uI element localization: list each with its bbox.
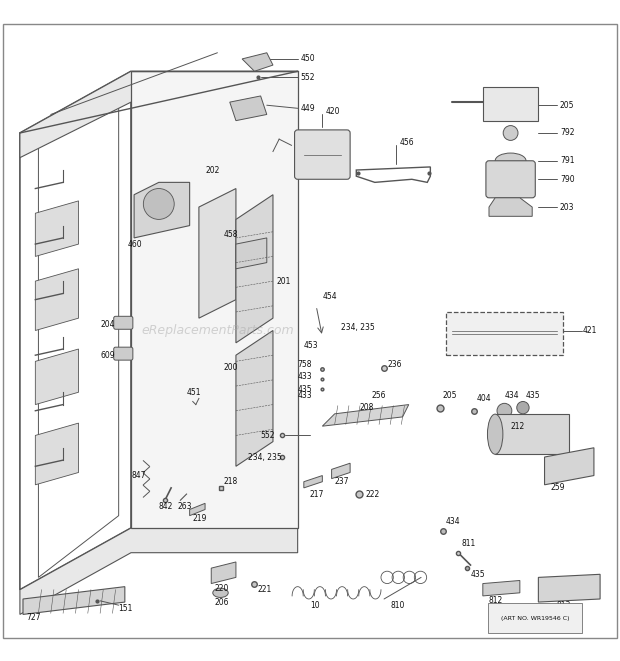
Text: 404: 404 <box>477 394 491 403</box>
Text: eReplacementParts.com: eReplacementParts.com <box>141 324 294 337</box>
Polygon shape <box>190 503 205 516</box>
Polygon shape <box>131 71 298 528</box>
Polygon shape <box>134 182 190 238</box>
Text: 218: 218 <box>224 477 238 486</box>
Text: 811: 811 <box>461 539 476 548</box>
Circle shape <box>143 188 174 219</box>
Text: 206: 206 <box>215 598 229 607</box>
Text: 200: 200 <box>224 363 238 372</box>
Text: 237: 237 <box>335 477 349 486</box>
FancyBboxPatch shape <box>486 161 535 198</box>
Text: (ART NO. WR19546 C): (ART NO. WR19546 C) <box>501 615 569 621</box>
Polygon shape <box>236 238 267 269</box>
Text: 256: 256 <box>372 391 386 400</box>
Polygon shape <box>20 528 298 615</box>
Text: 453: 453 <box>304 342 319 350</box>
Polygon shape <box>483 580 520 596</box>
Text: 435: 435 <box>526 391 541 400</box>
Polygon shape <box>230 96 267 121</box>
Text: 458: 458 <box>224 230 238 239</box>
Text: 205: 205 <box>560 100 575 110</box>
Text: 222: 222 <box>366 490 380 498</box>
Text: 609: 609 <box>100 351 115 360</box>
Text: 456: 456 <box>399 137 414 147</box>
Text: 792: 792 <box>560 128 575 137</box>
Text: 847: 847 <box>131 471 146 480</box>
FancyBboxPatch shape <box>483 87 538 121</box>
Polygon shape <box>20 71 298 158</box>
Polygon shape <box>304 475 322 488</box>
Ellipse shape <box>495 153 526 169</box>
Text: 842: 842 <box>159 502 173 511</box>
Polygon shape <box>236 195 273 343</box>
Text: 220: 220 <box>215 584 229 593</box>
Text: 433: 433 <box>298 391 312 400</box>
Text: 790: 790 <box>560 175 575 184</box>
Text: 236: 236 <box>387 360 402 369</box>
Text: 552: 552 <box>301 73 315 82</box>
FancyBboxPatch shape <box>113 317 133 329</box>
Text: 201: 201 <box>276 276 290 286</box>
Text: 208: 208 <box>360 403 374 412</box>
Polygon shape <box>332 463 350 479</box>
Polygon shape <box>35 269 79 330</box>
Text: 234, 235: 234, 235 <box>248 453 282 461</box>
Polygon shape <box>35 349 79 405</box>
Polygon shape <box>211 562 236 584</box>
Text: 758: 758 <box>298 360 312 369</box>
Text: 259: 259 <box>551 483 565 492</box>
Polygon shape <box>199 188 236 318</box>
Text: 552: 552 <box>260 431 275 440</box>
Text: 151: 151 <box>118 603 133 613</box>
Polygon shape <box>242 53 273 71</box>
Text: 810: 810 <box>390 601 405 609</box>
Circle shape <box>516 401 529 414</box>
Text: 205: 205 <box>443 391 457 400</box>
Polygon shape <box>23 587 125 615</box>
Text: 234, 235: 234, 235 <box>341 323 374 332</box>
Polygon shape <box>544 447 594 485</box>
FancyBboxPatch shape <box>294 130 350 179</box>
Text: 202: 202 <box>205 165 219 175</box>
Circle shape <box>503 126 518 140</box>
Polygon shape <box>322 405 409 426</box>
Text: 451: 451 <box>187 388 201 397</box>
Text: 434: 434 <box>505 391 519 400</box>
FancyBboxPatch shape <box>113 347 133 360</box>
Ellipse shape <box>487 414 503 454</box>
Text: 217: 217 <box>310 490 324 498</box>
Text: 221: 221 <box>257 585 272 594</box>
Polygon shape <box>35 201 79 256</box>
Text: 460: 460 <box>128 239 143 249</box>
Text: 433: 433 <box>298 372 312 381</box>
Text: 421: 421 <box>583 326 597 335</box>
Text: 435: 435 <box>471 570 485 579</box>
Text: 219: 219 <box>193 514 207 524</box>
Text: 435: 435 <box>298 385 312 394</box>
FancyBboxPatch shape <box>446 312 563 355</box>
Text: 263: 263 <box>177 502 192 511</box>
Text: 212: 212 <box>511 422 525 431</box>
Ellipse shape <box>213 588 228 598</box>
Text: 791: 791 <box>560 156 575 165</box>
Text: 813: 813 <box>557 601 571 609</box>
Text: 449: 449 <box>301 104 316 113</box>
Polygon shape <box>236 330 273 466</box>
Text: 812: 812 <box>489 596 503 605</box>
Text: 204: 204 <box>100 320 115 329</box>
Text: 420: 420 <box>326 107 340 116</box>
Polygon shape <box>35 423 79 485</box>
Text: 10: 10 <box>310 601 320 609</box>
Text: 434: 434 <box>446 518 461 526</box>
Circle shape <box>497 403 512 418</box>
Polygon shape <box>489 198 532 216</box>
Text: 450: 450 <box>301 54 316 63</box>
Polygon shape <box>495 414 569 454</box>
Text: 454: 454 <box>322 292 337 301</box>
Text: 203: 203 <box>560 202 575 212</box>
Polygon shape <box>538 574 600 602</box>
Text: 727: 727 <box>26 613 40 622</box>
